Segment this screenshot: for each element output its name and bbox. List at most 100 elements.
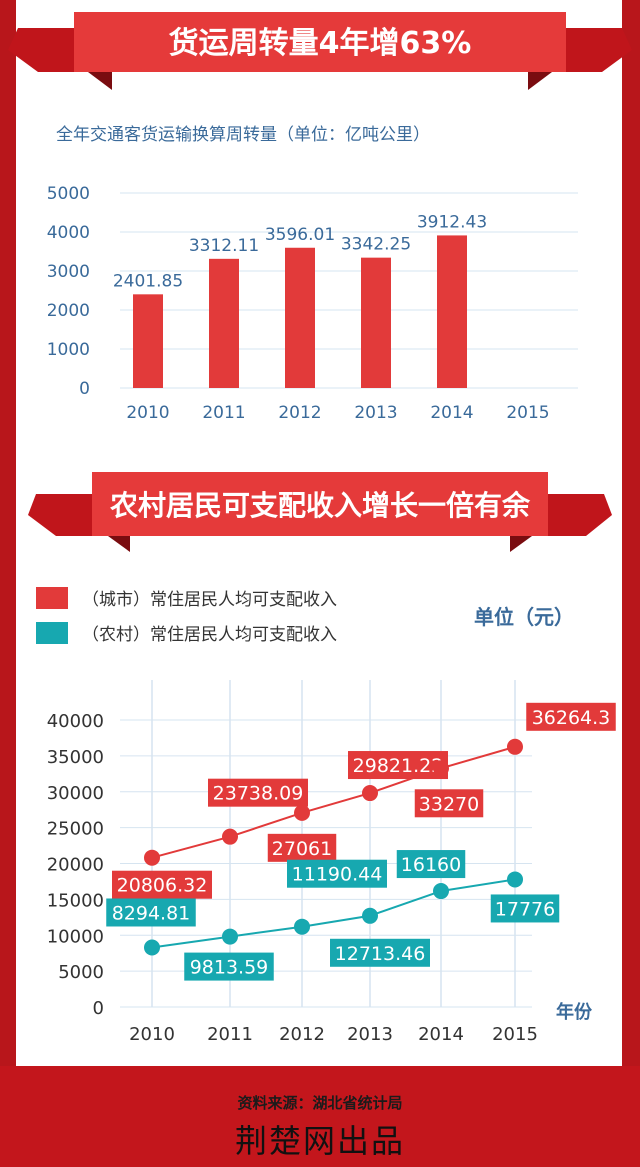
series-point-urban [507,738,523,755]
line-y-tick-label: 15000 [47,890,104,911]
bar-x-tick-label: 2015 [506,403,549,423]
data-label-box [348,751,448,780]
data-label-box [330,938,430,967]
bar-chart: 0 1000 2000 3000 4000 5000 2010 2401.85 2011 3312… [47,184,578,423]
bar-2014 [437,235,467,388]
line-x-tick-label: 2013 [347,1024,393,1045]
data-label: 29821.22 [353,755,444,777]
footer: 资料来源：湖北省统计局 荆楚网出品 [0,1066,640,1167]
bar-value-label: 3312.11 [189,236,259,256]
line-x-tick-label: 2014 [418,1024,464,1045]
bar-2013 [361,257,391,388]
bar-y-tick-label: 1000 [47,340,90,360]
bar-x-tick-label: 2013 [354,403,397,423]
bar-x-tick-label: 2011 [202,403,245,423]
banner-1-body [74,12,566,72]
data-label-box [267,833,337,862]
data-label-box [184,952,274,981]
bar-value-label: 3342.25 [341,235,411,255]
series-point-urban [222,828,238,845]
banner-1-left-fold [88,72,112,90]
line-y-tick-label: 5000 [58,962,104,983]
line-x-tick-label: 2015 [492,1024,538,1045]
bar-y-tick-label: 2000 [47,301,90,321]
data-label: 11190.44 [292,864,383,886]
line-y-tick-label: 20000 [47,855,104,876]
data-label: 8294.81 [112,902,191,924]
banner-1-title: 货运周转量4年增63% [169,26,472,61]
data-label: 9813.59 [190,957,269,979]
data-label: 17776 [495,898,555,920]
line-y-tick-label: 0 [93,998,104,1019]
banner-2: 农村居民可支配收入增长一倍有余 [28,472,612,552]
line-x-tick-label: 2010 [129,1024,175,1045]
line-x-tick-label: 2012 [279,1024,325,1045]
data-label-box [112,870,212,899]
legend-urban-label: （城市）常住居民人均可支配收入 [82,590,337,610]
data-label-box [490,894,560,923]
bar-2011 [209,258,239,388]
bar-x-tick-label: 2014 [430,403,473,423]
data-label-box [526,702,616,731]
bar-value-label: 2401.85 [113,271,183,291]
bar-y-tick-label: 3000 [47,262,90,282]
banner-2-left-fold [108,536,130,552]
series-line-rural [151,878,516,949]
bar-x-tick-label: 2010 [126,403,169,423]
data-label: 23738.09 [213,783,304,805]
line-y-tick-label: 25000 [47,819,104,840]
legend-rural-swatch [36,622,68,644]
series-point-urban [294,804,310,821]
banner-2-body [92,472,548,536]
bar-y-tick-label: 4000 [47,223,90,243]
banner-2-right-tail [532,494,612,536]
data-label-box [106,898,196,927]
bar-y-tick-label: 0 [79,379,90,399]
bar-2012 [285,247,315,388]
series-point-urban [433,760,449,777]
series-point-rural [144,939,160,956]
source-note: 资料来源：湖北省统计局 [237,1094,403,1112]
series-point-urban [362,785,378,802]
data-label-box [287,859,387,888]
line-y-tick-label: 40000 [47,711,104,732]
brand-credit: 荆楚网出品 [234,1122,405,1160]
data-label: 12713.46 [335,943,426,965]
banner-1: 货运周转量4年增63% [8,12,632,90]
banner-1-right-tail [552,28,632,72]
series-point-rural [507,871,523,888]
data-label-box [396,850,466,879]
data-label: 33270 [419,793,479,815]
line-y-tick-label: 10000 [47,926,104,947]
data-label: 27061 [272,838,332,860]
line-chart-legend: （城市）常住居民人均可支配收入 （农村）常住居民人均可支配收入 [36,587,337,645]
bar-2010 [133,294,163,388]
bar-y-tick-label: 5000 [47,184,90,204]
banner-1-left-tail [8,28,88,72]
data-label-box [414,789,484,818]
data-label: 20806.32 [117,875,208,897]
data-label: 16160 [401,854,461,876]
line-chart-unit-label: 单位（元） [474,605,574,629]
series-line-urban [151,745,516,859]
line-y-tick-label: 35000 [47,747,104,768]
banner-2-right-fold [510,536,532,552]
banner-1-right-fold [528,72,552,90]
data-label-box [208,778,308,807]
line-chart: 0 5000 10000 15000 20000 25000 30000 35000 40000… [47,680,616,1045]
bar-value-label: 3596.01 [265,225,335,245]
bar-chart-subtitle: 全年交通客货运输换算周转量（单位：亿吨公里） [56,125,430,145]
banner-2-left-tail [28,494,108,536]
line-y-tick-label: 30000 [47,783,104,804]
series-point-rural [362,907,378,924]
series-point-rural [222,928,238,945]
line-chart-x-axis-label: 年份 [556,1001,593,1023]
bar-value-label: 3912.43 [417,212,487,232]
bar-x-tick-label: 2012 [278,403,321,423]
data-label: 36264.3 [532,707,611,729]
legend-rural-label: （农村）常住居民人均可支配收入 [82,625,337,645]
legend-urban-swatch [36,587,68,609]
banner-2-title: 农村居民可支配收入增长一倍有余 [109,489,531,522]
